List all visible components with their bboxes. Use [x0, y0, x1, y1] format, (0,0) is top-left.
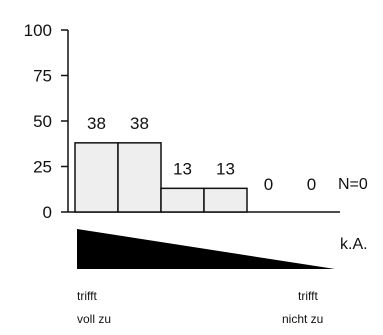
- y-tick-label: 75: [33, 67, 52, 86]
- bar: [203, 187, 248, 213]
- bar-value-label: 38: [87, 114, 106, 133]
- data-labels: 38 38 13 13 0 0: [87, 114, 316, 194]
- bars: [74, 142, 248, 213]
- bar-value-label: 0: [307, 175, 316, 194]
- bar-value-label: 0: [264, 175, 273, 194]
- n-label: N=0: [338, 176, 368, 193]
- bar: [74, 142, 119, 213]
- response-scale-wedge: [77, 229, 335, 269]
- y-tick-label: 50: [33, 112, 52, 131]
- scale-left-label-line1: trifft: [77, 289, 97, 303]
- bar: [160, 187, 205, 213]
- bar: [117, 142, 162, 213]
- bar-value-label: 13: [216, 159, 235, 178]
- y-tick-label: 100: [24, 21, 52, 40]
- bar-value-label: 38: [130, 114, 149, 133]
- no-answer-label: k.A.: [340, 236, 368, 253]
- bar-value-label: 13: [173, 159, 192, 178]
- y-ticks: 0 25 50 75 100: [24, 21, 68, 222]
- y-tick-label: 25: [33, 158, 52, 177]
- scale-right-label-line2: nicht zu: [282, 312, 323, 326]
- scale-right-label-line1: trifft: [298, 289, 318, 303]
- y-tick-label: 0: [43, 203, 52, 222]
- scale-left-label-line2: voll zu: [77, 312, 111, 326]
